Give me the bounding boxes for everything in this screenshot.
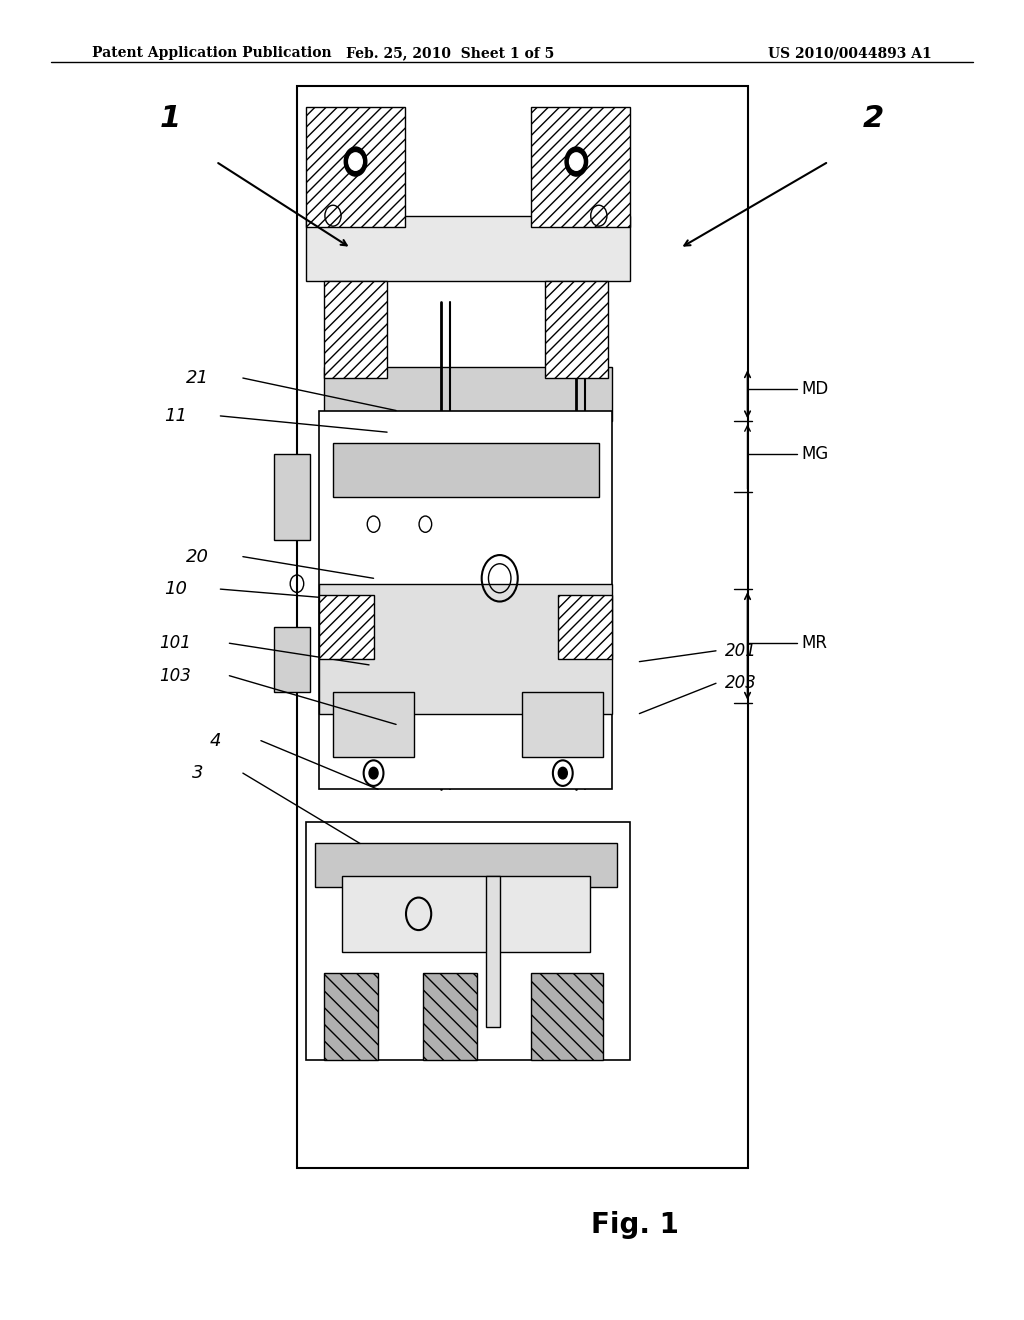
Text: 201: 201 bbox=[725, 642, 757, 660]
Text: 203: 203 bbox=[725, 675, 757, 692]
Circle shape bbox=[344, 147, 367, 176]
Text: Patent Application Publication: Patent Application Publication bbox=[92, 46, 332, 61]
Bar bbox=[333, 444, 599, 498]
Bar bbox=[319, 583, 612, 714]
Text: US 2010/0044893 A1: US 2010/0044893 A1 bbox=[768, 46, 932, 61]
Text: 2: 2 bbox=[863, 104, 885, 133]
Text: 1: 1 bbox=[160, 104, 181, 133]
Circle shape bbox=[349, 153, 362, 170]
Text: MD: MD bbox=[802, 380, 828, 397]
Bar bbox=[306, 822, 631, 1060]
Text: 101: 101 bbox=[160, 634, 191, 652]
Bar bbox=[319, 594, 374, 660]
Text: 21: 21 bbox=[186, 370, 209, 387]
Bar bbox=[324, 367, 612, 421]
Bar bbox=[531, 107, 631, 227]
Text: 103: 103 bbox=[160, 667, 191, 685]
Bar bbox=[324, 281, 387, 378]
Text: 3: 3 bbox=[193, 764, 204, 783]
Bar bbox=[545, 281, 608, 378]
Text: MG: MG bbox=[802, 445, 828, 463]
Circle shape bbox=[558, 767, 567, 779]
Bar bbox=[486, 876, 500, 1027]
Text: MR: MR bbox=[802, 634, 827, 652]
Bar bbox=[315, 843, 616, 887]
Bar bbox=[274, 627, 310, 692]
Circle shape bbox=[369, 767, 378, 779]
Bar bbox=[306, 107, 406, 227]
Bar bbox=[333, 692, 414, 756]
Bar bbox=[274, 454, 310, 540]
Text: 11: 11 bbox=[164, 407, 186, 425]
Circle shape bbox=[569, 153, 583, 170]
Bar bbox=[423, 973, 477, 1060]
Bar bbox=[558, 594, 612, 660]
Text: 4: 4 bbox=[210, 731, 221, 750]
Bar bbox=[297, 86, 748, 1168]
Text: Fig. 1: Fig. 1 bbox=[591, 1210, 679, 1239]
Text: Feb. 25, 2010  Sheet 1 of 5: Feb. 25, 2010 Sheet 1 of 5 bbox=[346, 46, 555, 61]
Bar bbox=[342, 876, 590, 952]
Circle shape bbox=[565, 147, 588, 176]
Bar bbox=[324, 973, 378, 1060]
Bar bbox=[522, 692, 603, 756]
Bar bbox=[531, 973, 603, 1060]
Bar bbox=[306, 215, 631, 281]
Text: 10: 10 bbox=[164, 579, 186, 598]
Text: 20: 20 bbox=[186, 548, 209, 566]
Bar bbox=[319, 411, 612, 789]
